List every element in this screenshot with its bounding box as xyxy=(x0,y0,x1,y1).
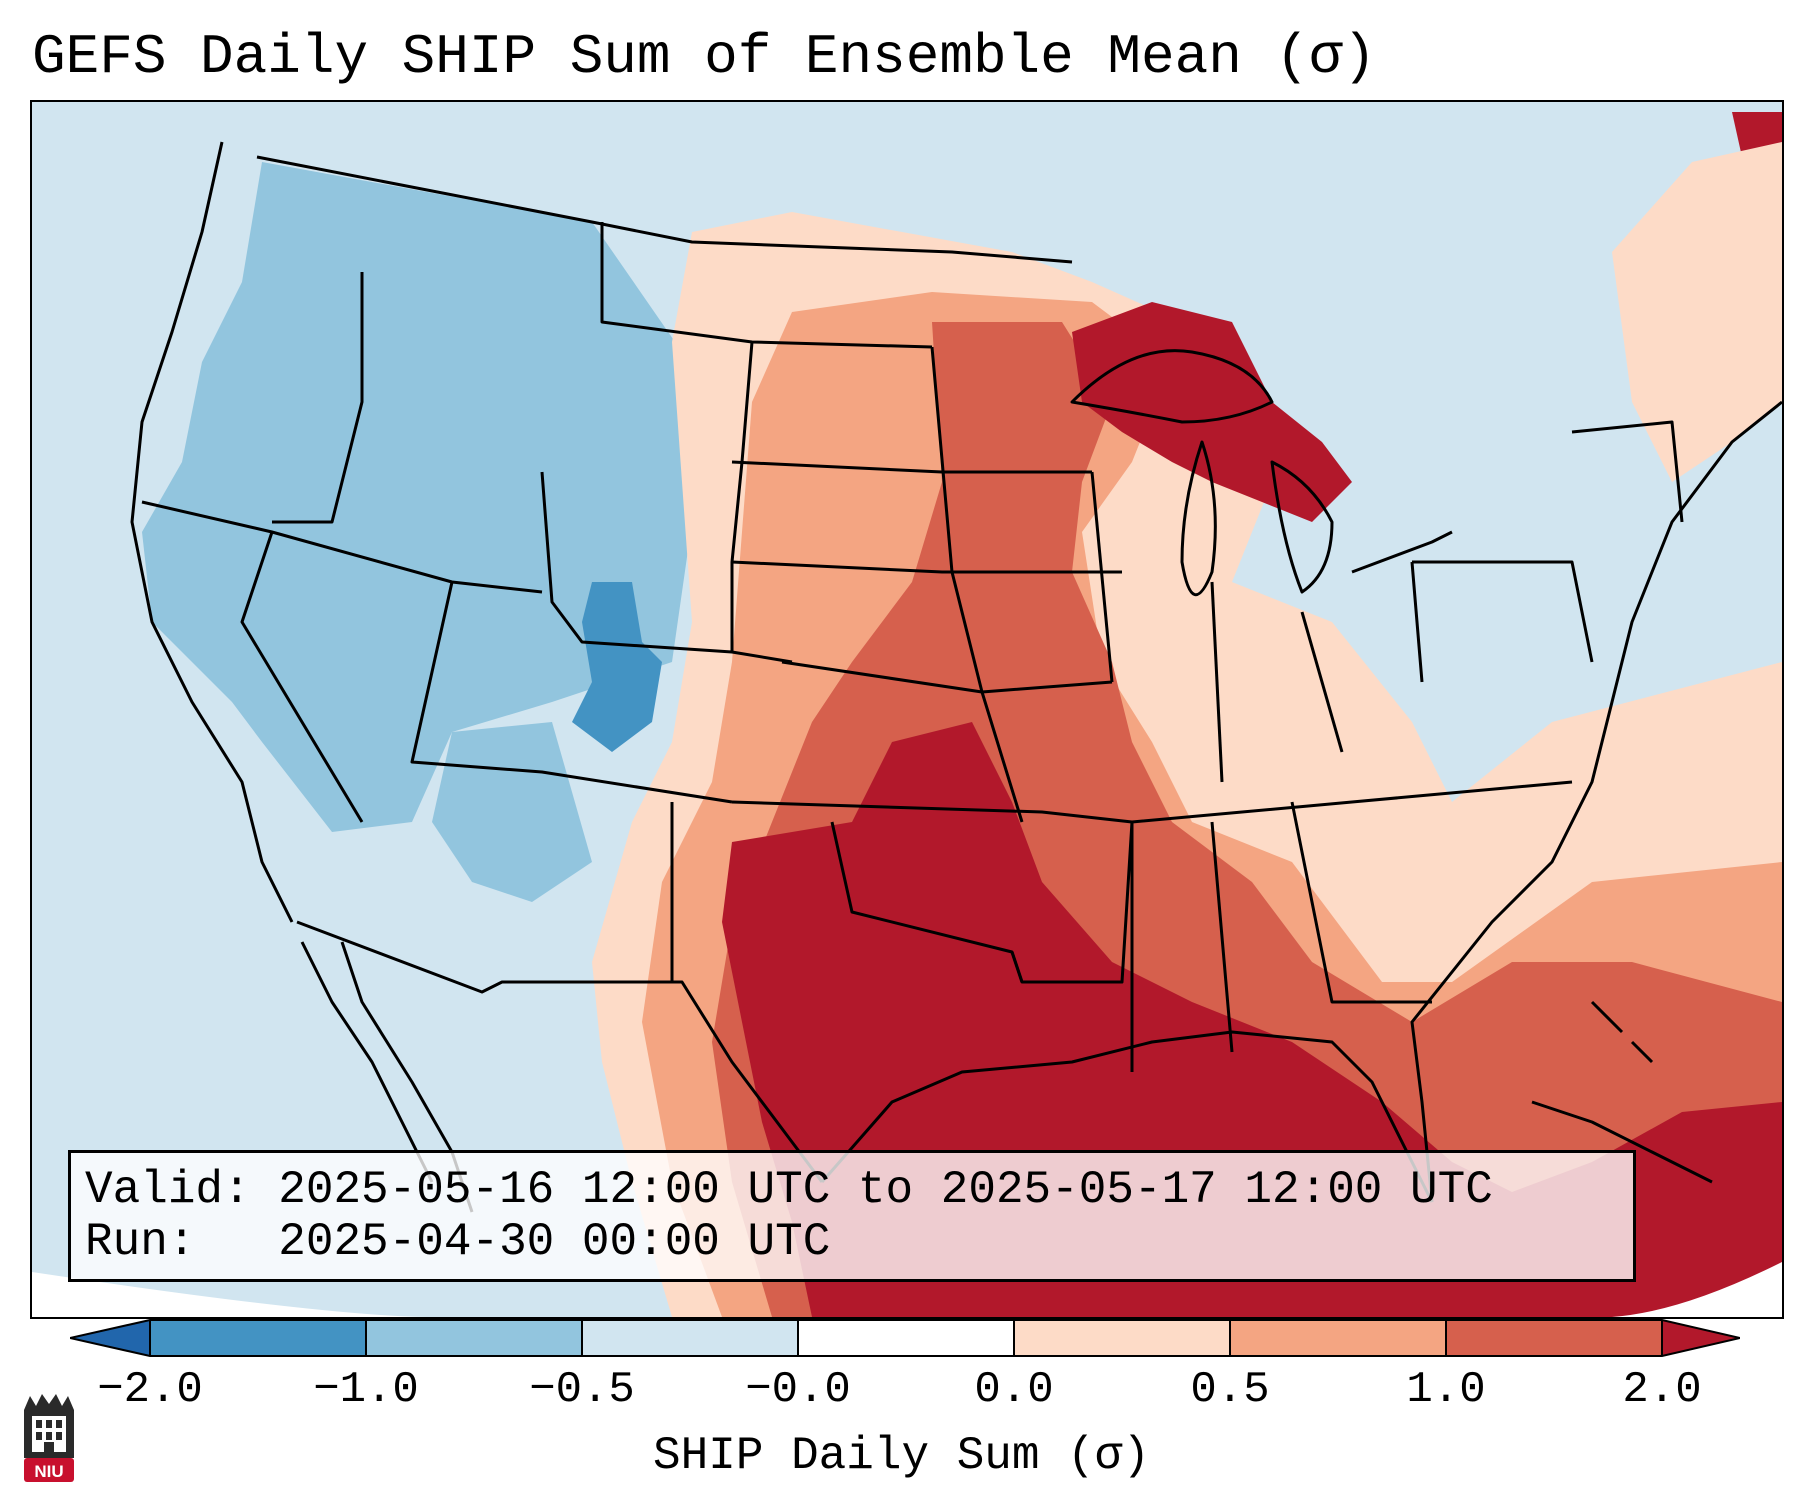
projection-edge-right xyxy=(1612,1262,1782,1317)
anomaly-region-blue-2 xyxy=(432,722,592,902)
colorbar-segment-8 xyxy=(1446,1320,1662,1356)
colorbar-segment-7 xyxy=(1230,1320,1446,1356)
colorbar-segment-3 xyxy=(366,1320,582,1356)
colorbar-tick-label: 2.0 xyxy=(1622,1365,1702,1415)
boundaries xyxy=(130,141,1782,1213)
colorbar-tick-label: 0.5 xyxy=(1190,1365,1270,1415)
colorbar-segment-6 xyxy=(1014,1320,1230,1356)
map-panel: Valid: 2025-05-16 12:00 UTC to 2025-05-1… xyxy=(30,100,1784,1319)
projection-edge xyxy=(32,1272,432,1317)
colorbar-tick-label: 0.0 xyxy=(974,1365,1054,1415)
colorbar-segment-2 xyxy=(150,1320,366,1356)
colorbar-segment-9 xyxy=(1662,1320,1740,1356)
colorbar xyxy=(70,1319,1740,1357)
colorbar-tick-label: −1.0 xyxy=(313,1365,419,1415)
logo-text: NIU xyxy=(34,1462,63,1481)
colorbar-tick-label: −0.0 xyxy=(745,1365,851,1415)
valid-run-box: Valid: 2025-05-16 12:00 UTC to 2025-05-1… xyxy=(68,1150,1636,1282)
colorbar-tick-label: −0.5 xyxy=(529,1365,635,1415)
niu-logo-icon: NIU xyxy=(24,1394,74,1482)
colorbar-axis-label: SHIP Daily Sum (σ) xyxy=(653,1430,1150,1482)
colorbar-tick-label: −2.0 xyxy=(97,1365,203,1415)
run-time-label: Run: 2025-04-30 00:00 UTC xyxy=(85,1216,831,1268)
anomaly-region-darkblue xyxy=(572,582,662,752)
map-canvas xyxy=(32,112,1782,1317)
colorbar-segment-5 xyxy=(798,1320,1014,1356)
colorbar-segment-4 xyxy=(582,1320,798,1356)
page-title: GEFS Daily SHIP Sum of Ensemble Mean (σ) xyxy=(32,25,1377,89)
valid-time-label: Valid: 2025-05-16 12:00 UTC to 2025-05-1… xyxy=(85,1164,1493,1216)
colorbar-segment-1 xyxy=(70,1320,150,1356)
anomaly-region-blue-1 xyxy=(142,162,692,832)
colorbar-tick-label: 1.0 xyxy=(1406,1365,1486,1415)
anomaly-region-lightred-ne xyxy=(1612,142,1782,482)
